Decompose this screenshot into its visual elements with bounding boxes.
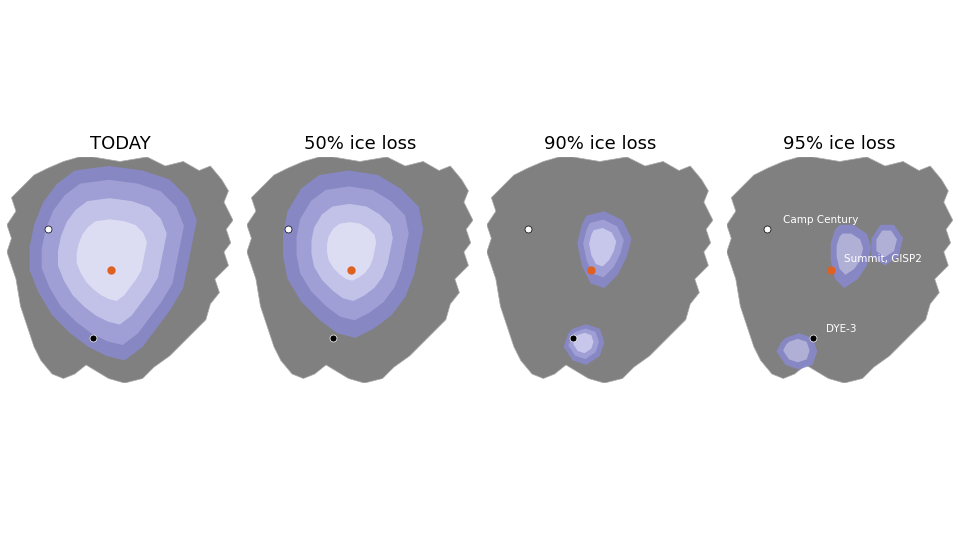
Polygon shape — [247, 157, 473, 383]
Title: 50% ice loss: 50% ice loss — [303, 134, 416, 153]
Title: TODAY: TODAY — [89, 134, 151, 153]
Polygon shape — [297, 186, 409, 320]
Polygon shape — [327, 222, 376, 281]
Polygon shape — [783, 339, 809, 362]
Polygon shape — [777, 333, 817, 369]
Polygon shape — [872, 225, 903, 266]
Polygon shape — [283, 171, 423, 338]
Polygon shape — [487, 157, 713, 383]
Polygon shape — [41, 180, 184, 345]
Polygon shape — [568, 328, 599, 359]
Title: 90% ice loss: 90% ice loss — [543, 134, 656, 153]
Polygon shape — [727, 157, 953, 383]
Polygon shape — [837, 234, 863, 275]
Polygon shape — [577, 211, 632, 288]
Polygon shape — [589, 228, 616, 266]
Text: Summit, GISP2: Summit, GISP2 — [844, 254, 923, 264]
Polygon shape — [573, 333, 593, 353]
Polygon shape — [876, 231, 897, 257]
Text: Camp Century: Camp Century — [783, 215, 858, 225]
Polygon shape — [30, 166, 197, 360]
Polygon shape — [77, 219, 147, 301]
Polygon shape — [311, 204, 393, 301]
Title: 95% ice loss: 95% ice loss — [783, 134, 896, 153]
Text: DYE-3: DYE-3 — [827, 324, 856, 334]
Polygon shape — [58, 198, 167, 325]
Polygon shape — [830, 225, 872, 288]
Polygon shape — [583, 220, 624, 277]
Polygon shape — [7, 157, 233, 383]
Polygon shape — [564, 324, 605, 365]
